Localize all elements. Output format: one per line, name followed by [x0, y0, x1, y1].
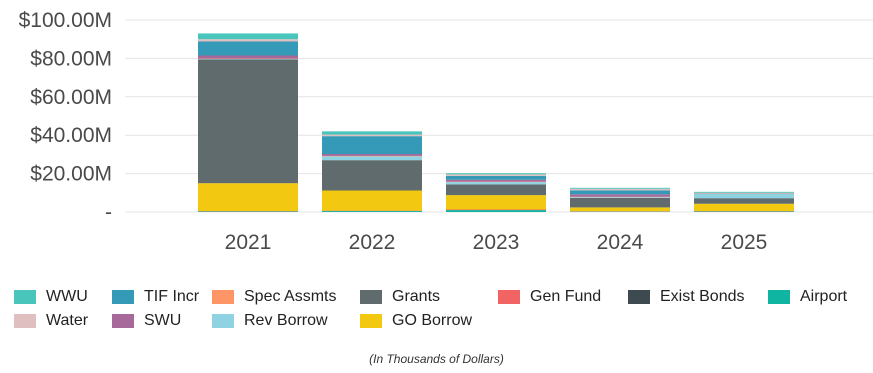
- bar-segment-water[interactable]: [322, 134, 422, 137]
- bar-segment-tif-incr[interactable]: [198, 41, 298, 56]
- bar-segment-swu[interactable]: [198, 55, 298, 59]
- legend-item-water[interactable]: Water: [14, 310, 88, 332]
- y-axis-ticks: - $20.00M $40.00M $60.00M $80.00M $100.00M: [19, 9, 112, 224]
- bar-segment-wwu[interactable]: [694, 191, 794, 193]
- legend-item-spec-assmts[interactable]: Spec Assmts: [212, 286, 336, 308]
- bar-segment-rev-borrow[interactable]: [570, 197, 670, 198]
- bar-segment-go-borrow[interactable]: [322, 190, 422, 211]
- bar-segment-grants[interactable]: [446, 184, 546, 196]
- legend-label: Gen Fund: [530, 288, 602, 305]
- chart-note: (In Thousands of Dollars): [369, 352, 504, 366]
- legend-label: Rev Borrow: [244, 312, 328, 329]
- x-tick-label: 2025: [721, 231, 768, 254]
- x-tick-label: 2021: [225, 231, 272, 254]
- legend-swatch: [14, 314, 36, 328]
- bar-segment-water[interactable]: [570, 188, 670, 191]
- bar-segment-grants[interactable]: [694, 198, 794, 204]
- x-tick-label: 2024: [597, 231, 644, 254]
- legend-label: Water: [46, 312, 89, 329]
- legend-label: Spec Assmts: [244, 288, 337, 305]
- bar-segment-rev-borrow[interactable]: [446, 182, 546, 185]
- legend-item-go-borrow[interactable]: GO Borrow: [360, 310, 472, 332]
- y-tick-label: $60.00M: [30, 86, 112, 109]
- bar-segment-wwu[interactable]: [322, 131, 422, 135]
- bar-segment-go-borrow[interactable]: [694, 203, 794, 212]
- y-tick-label: $100.00M: [19, 9, 112, 32]
- legend-swatch: [112, 314, 134, 328]
- legend-swatch: [212, 290, 234, 304]
- bar-segment-swu[interactable]: [446, 179, 546, 182]
- bar-segment-grants[interactable]: [322, 160, 422, 191]
- legend-swatch: [212, 314, 234, 328]
- legend-swatch: [628, 290, 650, 304]
- legend-item-exist-bonds[interactable]: Exist Bonds: [628, 286, 744, 308]
- bar-segment-tif-incr[interactable]: [570, 190, 670, 195]
- bar-stack-2022: [322, 131, 422, 212]
- bar-segment-tif-incr[interactable]: [446, 175, 546, 180]
- legend-label: Exist Bonds: [660, 288, 745, 305]
- bar-segment-rev-borrow[interactable]: [694, 193, 794, 199]
- bar-segment-grants[interactable]: [570, 197, 670, 208]
- legend-swatch: [112, 290, 134, 304]
- legend-item-gen-fund[interactable]: Gen Fund: [498, 286, 601, 308]
- legend-item-airport[interactable]: Airport: [768, 286, 847, 308]
- bar-segment-wwu[interactable]: [446, 173, 546, 175]
- legend-label: Grants: [392, 288, 441, 305]
- bar-stack-2025: [694, 191, 794, 212]
- bar-segment-go-borrow[interactable]: [570, 207, 670, 212]
- x-tick-label: 2022: [349, 231, 396, 254]
- legend-swatch: [498, 290, 520, 304]
- bar-segment-airport[interactable]: [446, 210, 546, 212]
- bar-segment-airport[interactable]: [198, 211, 298, 212]
- bar-segment-water[interactable]: [446, 174, 546, 176]
- legend-swatch: [360, 290, 382, 304]
- bar-segment-rev-borrow[interactable]: [322, 156, 422, 161]
- legend-item-grants[interactable]: Grants: [360, 286, 440, 308]
- legend-swatch: [360, 314, 382, 328]
- bar-segment-swu[interactable]: [570, 194, 670, 197]
- legend-item-rev-borrow[interactable]: Rev Borrow: [212, 310, 328, 332]
- legend-swatch: [768, 290, 790, 304]
- y-tick-label: -: [105, 201, 112, 224]
- y-tick-label: $80.00M: [30, 47, 112, 70]
- legend-item-swu[interactable]: SWU: [112, 310, 181, 332]
- legend-label: WWU: [46, 288, 88, 305]
- bar-segment-wwu[interactable]: [570, 187, 670, 189]
- stacked-bar-chart: - $20.00M $40.00M $60.00M $80.00M $100.00M 20…: [19, 9, 873, 254]
- bar-segment-water[interactable]: [198, 39, 298, 42]
- bar-segment-go-borrow[interactable]: [198, 183, 298, 212]
- x-tick-label: 2023: [473, 231, 520, 254]
- bar-segment-airport[interactable]: [694, 211, 794, 212]
- bar-segment-wwu[interactable]: [198, 33, 298, 40]
- bar-stack-2021: [198, 33, 298, 212]
- legend-item-tif-incr[interactable]: TIF Incr: [112, 286, 199, 308]
- bar-segment-swu[interactable]: [322, 154, 422, 156]
- legend-label: Airport: [800, 288, 848, 305]
- bar-stack-2023: [446, 173, 546, 212]
- bar-segment-airport[interactable]: [322, 211, 422, 212]
- x-axis-ticks: 2021 2022 2023 2024 2025: [225, 231, 768, 254]
- bar-stack-2024: [570, 187, 670, 212]
- legend-label: GO Borrow: [392, 312, 473, 329]
- y-tick-label: $20.00M: [30, 163, 112, 186]
- chart-legend: WWU TIF Incr Spec Assmts Grants Gen Fund Exis…: [0, 283, 873, 333]
- legend-label: TIF Incr: [144, 288, 200, 305]
- bar-segment-tif-incr[interactable]: [322, 136, 422, 155]
- legend-swatch: [14, 290, 36, 304]
- bar-segment-gen-fund[interactable]: [446, 209, 546, 211]
- bar-segment-grants[interactable]: [198, 59, 298, 184]
- bars: [198, 33, 794, 212]
- legend-item-wwu[interactable]: WWU: [14, 286, 88, 308]
- y-tick-label: $40.00M: [30, 124, 112, 147]
- bar-segment-go-borrow[interactable]: [446, 195, 546, 210]
- legend-label: SWU: [144, 312, 182, 329]
